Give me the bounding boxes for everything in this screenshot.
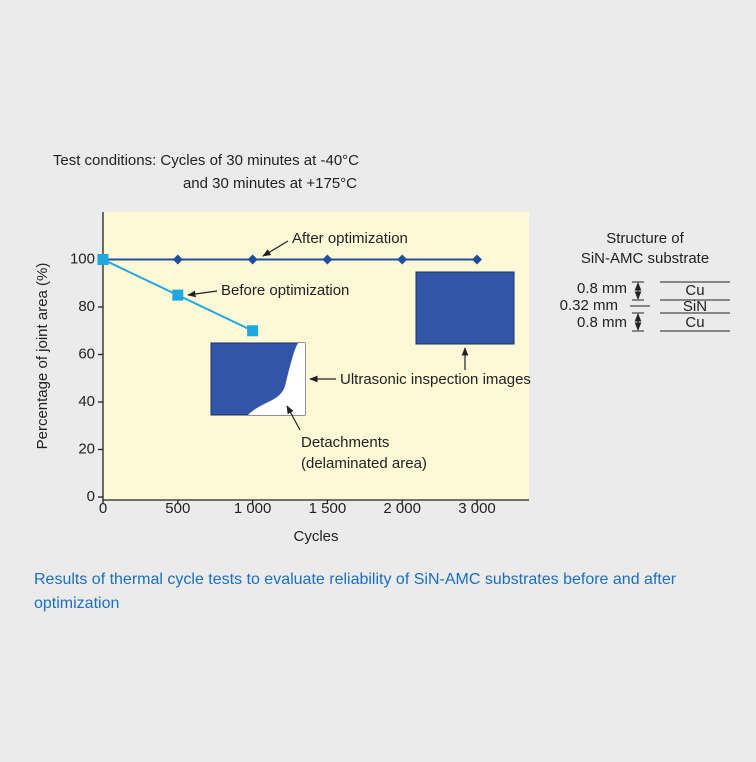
page: Test conditions: Cycles of 30 minutes at… bbox=[0, 0, 756, 762]
x-tick-label: 2 000 bbox=[383, 500, 421, 517]
y-tick-label: 100 bbox=[70, 250, 95, 267]
layer-thickness: 0.32 mm bbox=[560, 297, 618, 314]
subtitle: and 30 minutes at +175°C bbox=[183, 175, 357, 192]
annotation: After optimization bbox=[292, 230, 408, 247]
annotation: Before optimization bbox=[221, 282, 349, 299]
data-point bbox=[172, 290, 183, 301]
y-tick-label: 60 bbox=[78, 345, 95, 362]
x-tick-label: 3 000 bbox=[458, 500, 496, 517]
layer-thickness: 0.8 mm bbox=[577, 314, 627, 331]
data-point bbox=[98, 254, 109, 265]
x-tick-label: 1 500 bbox=[309, 500, 347, 517]
x-tick-label: 0 bbox=[99, 500, 107, 517]
annotation: (delaminated area) bbox=[301, 455, 427, 472]
subtitle: Test conditions: Cycles of 30 minutes at… bbox=[53, 152, 359, 169]
y-tick-label: 20 bbox=[78, 440, 95, 457]
y-tick-label: 80 bbox=[78, 298, 95, 315]
y-tick-label: 0 bbox=[87, 488, 95, 505]
y-axis-label: Percentage of joint area (%) bbox=[34, 263, 51, 450]
x-tick-label: 1 000 bbox=[234, 500, 272, 517]
annotation: Ultrasonic inspection images bbox=[340, 371, 531, 388]
layer-lines bbox=[630, 282, 730, 331]
x-tick-label: 500 bbox=[165, 500, 190, 517]
y-tick-label: 40 bbox=[78, 393, 95, 410]
inspection-image bbox=[416, 272, 514, 344]
layer-name: Cu bbox=[685, 314, 704, 331]
inspection-image bbox=[211, 343, 305, 415]
layer-thickness: 0.8 mm bbox=[577, 280, 627, 297]
chart: Test conditions: Cycles of 30 minutes at… bbox=[0, 0, 756, 762]
caption: Results of thermal cycle tests to evalua… bbox=[34, 568, 734, 616]
x-axis-label: Cycles bbox=[293, 528, 338, 545]
layer-name: Cu bbox=[685, 282, 704, 299]
layer-name: SiN bbox=[683, 298, 707, 315]
structure-title: SiN-AMC substrate bbox=[581, 250, 709, 267]
annotation: Detachments bbox=[301, 434, 389, 451]
structure-title: Structure of bbox=[606, 230, 684, 247]
data-point bbox=[247, 325, 258, 336]
